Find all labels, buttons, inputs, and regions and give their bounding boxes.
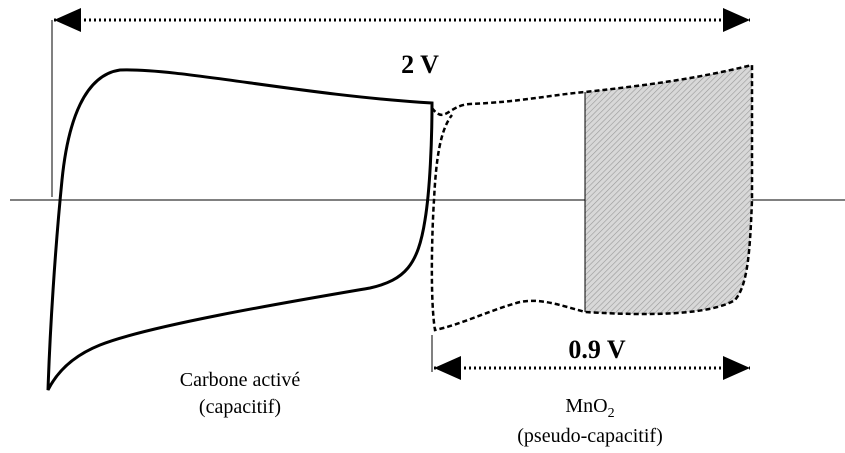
carbon-curve: [46, 68, 434, 391]
range-label: 0.9 V: [568, 335, 626, 364]
hatched-area: [585, 65, 752, 315]
carbon-type: (capacitif): [199, 396, 281, 418]
mno2-name: MnO2: [565, 395, 614, 421]
range-label: 2 V: [401, 50, 439, 79]
mno2-curve: [430, 63, 754, 332]
carbon-name: Carbone activé: [180, 369, 301, 391]
mno2-formula: MnO: [565, 395, 607, 417]
mno2-subscript: 2: [608, 406, 615, 421]
mno2-type: (pseudo-capacitif): [517, 425, 662, 447]
